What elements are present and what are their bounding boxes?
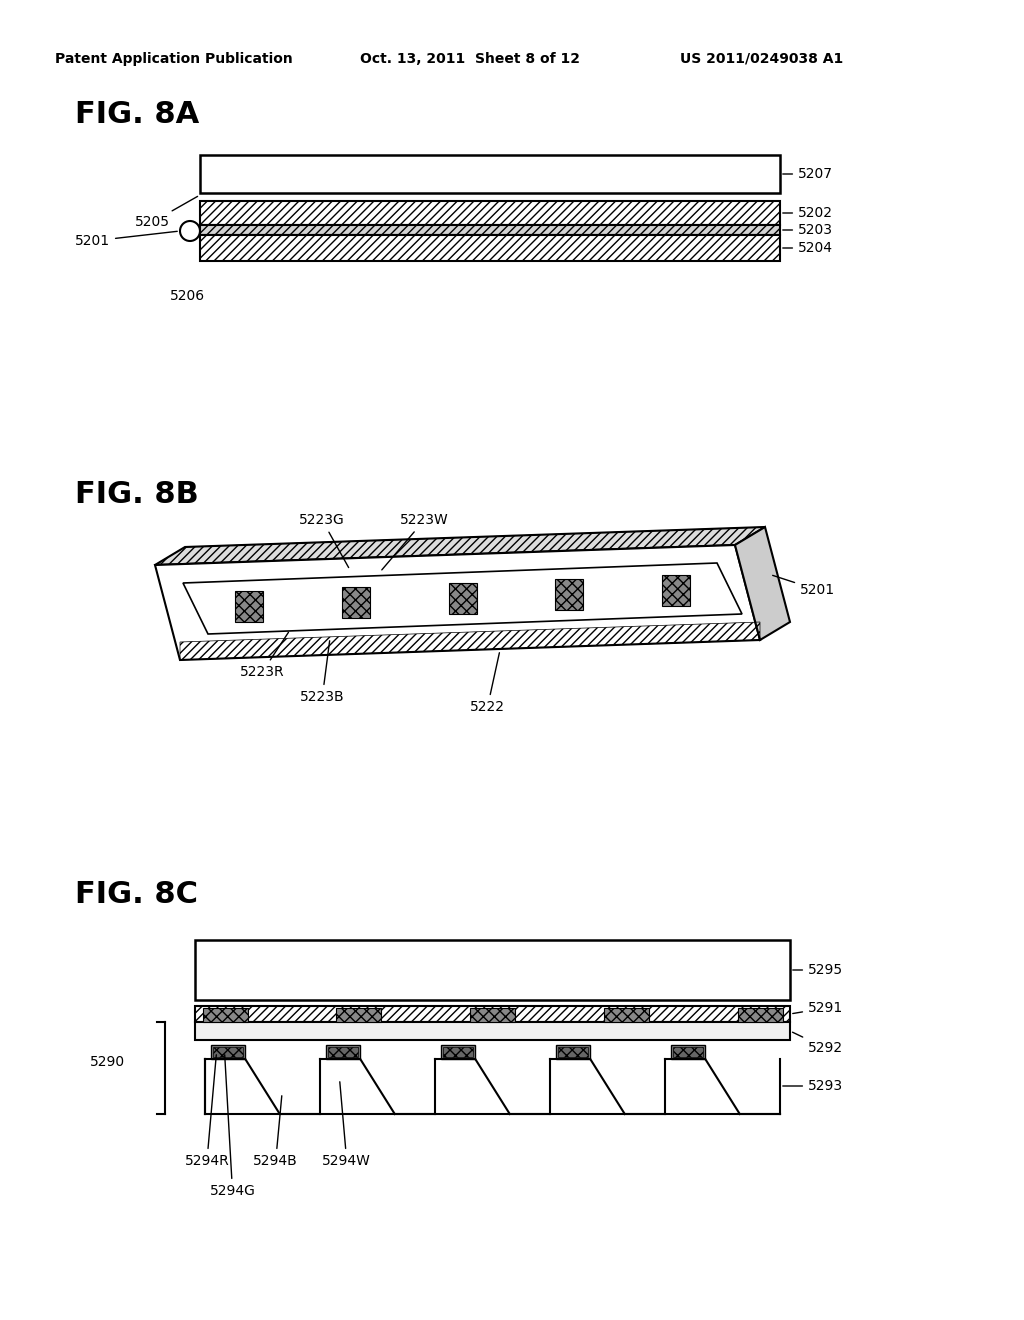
Text: 5201: 5201 — [75, 231, 177, 248]
Bar — [442, 1047, 473, 1057]
Text: 5294B: 5294B — [253, 1096, 298, 1168]
Text: 5222: 5222 — [470, 652, 505, 714]
Text: FIG. 8B: FIG. 8B — [75, 480, 199, 510]
Bar — [213, 1047, 244, 1057]
Text: 5223W: 5223W — [382, 513, 449, 570]
Text: 5294W: 5294W — [323, 1082, 371, 1168]
Text: 5291: 5291 — [793, 1001, 843, 1015]
Bar — [200, 201, 780, 224]
Bar — [200, 224, 780, 235]
Text: 5294G: 5294G — [210, 1055, 255, 1199]
Polygon shape — [735, 527, 790, 640]
Bar — [342, 587, 370, 618]
Bar — [604, 1008, 649, 1022]
Bar — [200, 235, 780, 261]
Text: 5206: 5206 — [170, 289, 205, 304]
Text: 5205: 5205 — [135, 197, 198, 228]
Text: 5207: 5207 — [782, 168, 833, 181]
Bar — [195, 940, 790, 1001]
Bar — [673, 1047, 703, 1057]
Bar — [336, 1008, 381, 1022]
Text: Patent Application Publication: Patent Application Publication — [55, 51, 293, 66]
Bar — [558, 1047, 588, 1057]
Bar — [203, 1008, 248, 1022]
Bar — [555, 579, 584, 610]
Bar — [556, 1045, 590, 1059]
Text: Oct. 13, 2011  Sheet 8 of 12: Oct. 13, 2011 Sheet 8 of 12 — [360, 51, 580, 66]
Text: 5204: 5204 — [782, 242, 833, 255]
Text: FIG. 8C: FIG. 8C — [75, 880, 198, 909]
Bar — [470, 1008, 515, 1022]
Text: 5223R: 5223R — [240, 632, 289, 678]
Text: 5223B: 5223B — [300, 640, 345, 704]
Text: 5223G: 5223G — [299, 513, 348, 568]
Polygon shape — [155, 527, 765, 565]
Text: FIG. 8A: FIG. 8A — [75, 100, 200, 129]
Text: 5294R: 5294R — [184, 1055, 229, 1168]
Text: 5203: 5203 — [782, 223, 833, 238]
Bar — [195, 1022, 790, 1040]
Text: 5295: 5295 — [793, 964, 843, 977]
Bar — [663, 576, 690, 606]
Bar — [200, 154, 780, 193]
Text: 5290: 5290 — [90, 1055, 125, 1069]
Bar — [440, 1045, 475, 1059]
Bar — [671, 1045, 706, 1059]
Text: 5293: 5293 — [782, 1078, 843, 1093]
Bar — [211, 1045, 246, 1059]
Bar — [326, 1045, 360, 1059]
Bar — [234, 591, 263, 622]
Bar — [737, 1008, 782, 1022]
Bar — [195, 1006, 790, 1022]
Polygon shape — [155, 545, 760, 660]
Bar — [328, 1047, 358, 1057]
Text: 5201: 5201 — [773, 576, 836, 597]
Text: US 2011/0249038 A1: US 2011/0249038 A1 — [680, 51, 843, 66]
Text: 5202: 5202 — [782, 206, 833, 220]
Polygon shape — [183, 564, 742, 634]
Text: 5292: 5292 — [793, 1032, 843, 1055]
Bar — [449, 583, 476, 614]
